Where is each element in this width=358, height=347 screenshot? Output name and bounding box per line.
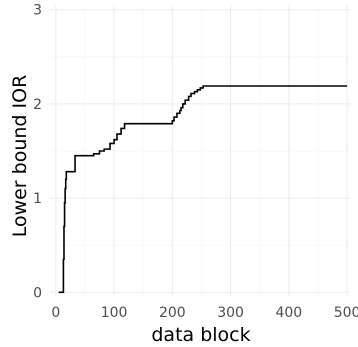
y-axis-tick-labels: 0 1 2 3: [33, 3, 42, 302]
x-tick-label: 100: [101, 305, 128, 321]
x-tick-label: 400: [275, 305, 302, 321]
y-tick-label: 3: [33, 3, 42, 19]
x-tick-label: 500: [334, 305, 358, 321]
x-tick-label: 0: [51, 305, 60, 321]
series-layer: [58, 85, 348, 294]
x-tick-label: 200: [159, 305, 186, 321]
grid: [50, 5, 350, 297]
series-line: [58, 85, 348, 294]
x-tick-label: 300: [217, 305, 244, 321]
x-axis-tick-labels: 0 100 200 300 400 500: [51, 305, 358, 321]
y-tick-label: 0: [33, 285, 42, 301]
y-axis-title: Lower bound IOR: [9, 75, 31, 238]
x-axis-title: data block: [151, 324, 250, 346]
y-tick-label: 1: [33, 191, 42, 207]
y-tick-label: 2: [33, 97, 42, 113]
